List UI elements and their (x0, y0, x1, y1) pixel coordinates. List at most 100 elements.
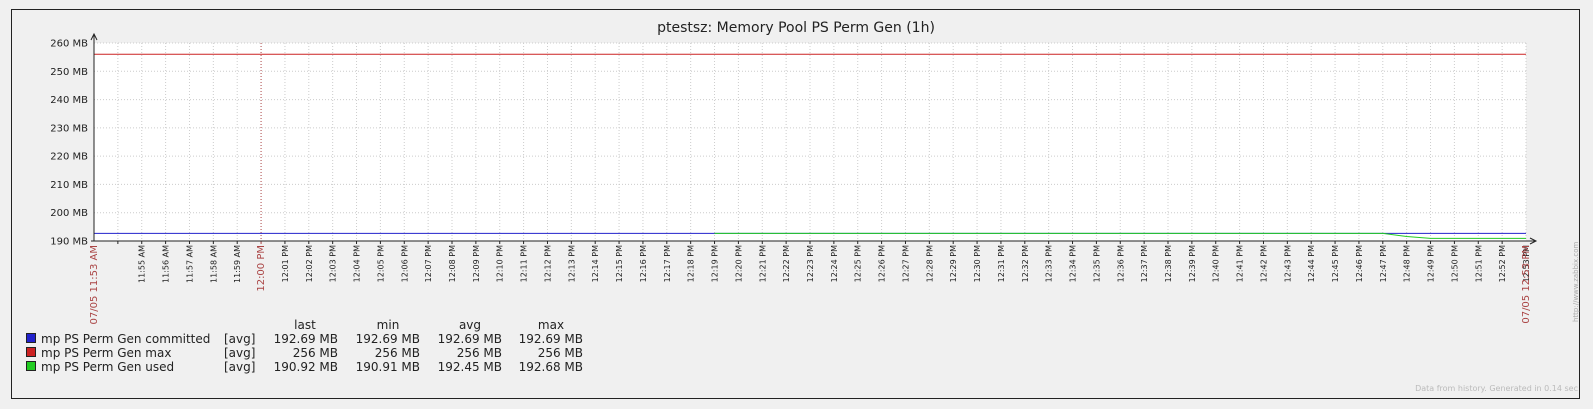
x-tick-label: 12:13 PM (567, 245, 576, 282)
x-tick-label: 12:27 PM (901, 245, 910, 282)
legend-swatch (26, 347, 36, 357)
x-tick-label: 11:57 AM (185, 245, 194, 283)
x-start-label: 07/05 11:53 AM (89, 245, 100, 324)
chart-title: ptestsz: Memory Pool PS Perm Gen (1h) (657, 20, 935, 36)
x-end-label: 07/05 12:53 PM (1521, 245, 1532, 324)
x-tick-label: 12:37 PM (1140, 245, 1149, 282)
x-tick-label: 11:56 AM (162, 245, 171, 283)
x-axis-arrow (1529, 237, 1538, 245)
x-tick-label: 12:07 PM (424, 245, 433, 282)
legend-function: [avg] (224, 346, 255, 360)
x-tick-label: 12:28 PM (925, 245, 934, 282)
x-tick-label: 12:31 PM (997, 245, 1006, 282)
y-tick-label: 250 MB (50, 67, 88, 78)
x-tick-label: 11:59 AM (233, 245, 242, 283)
y-tick-label: 200 MB (50, 208, 88, 219)
x-tick-label: 12:00 PM (256, 245, 267, 292)
legend: last min avg max mp PS Perm Gen committed [av… (26, 318, 583, 374)
x-tick-label: 12:20 PM (734, 245, 743, 282)
x-tick-label: 12:05 PM (376, 245, 385, 282)
x-tick-label: 12:18 PM (687, 245, 696, 282)
legend-last-value: 192.69 MB (274, 332, 338, 346)
x-tick-label: 12:48 PM (1403, 245, 1412, 282)
series-lines (94, 53, 1526, 239)
x-tick-label: 12:15 PM (615, 245, 624, 282)
legend-series-name: mp PS Perm Gen committed (41, 332, 210, 346)
y-axis-labels: 190 MB 200 MB 210 MB 220 MB 230 MB 240 MB 250 … (50, 39, 88, 248)
legend-min-value: 256 MB (375, 346, 420, 360)
axes (90, 32, 1538, 245)
y-tick-label: 220 MB (50, 152, 88, 163)
legend-avg-value: 256 MB (457, 346, 502, 360)
legend-header-max: max (538, 318, 564, 332)
x-tick-label: 12:02 PM (305, 245, 314, 282)
x-tick-label: 12:49 PM (1427, 245, 1436, 282)
x-tick-label: 12:47 PM (1379, 245, 1388, 282)
x-tick-label: 12:22 PM (782, 245, 791, 282)
x-tick-label: 12:11 PM (520, 245, 529, 282)
x-tick-label: 12:51 PM (1474, 245, 1483, 282)
legend-last-value: 190.92 MB (274, 360, 338, 374)
y-tick-label: 240 MB (50, 95, 88, 106)
legend-avg-value: 192.45 MB (438, 360, 502, 374)
x-tick-label: 12:53 PM (1522, 245, 1531, 282)
legend-max-value: 256 MB (538, 346, 583, 360)
y-tick-label: 230 MB (50, 123, 88, 134)
x-tick-label: 12:44 PM (1307, 245, 1316, 282)
x-tick-label: 12:41 PM (1236, 245, 1245, 282)
x-tick-label: 12:42 PM (1259, 245, 1268, 282)
generation-footer: Data from history. Generated in 0.14 sec (1415, 384, 1578, 393)
legend-swatch (26, 361, 36, 371)
legend-function: [avg] (224, 360, 255, 374)
series-line-2 (714, 232, 1526, 239)
x-tick-label: 12:32 PM (1021, 245, 1030, 282)
x-tick-label: 11:55 AM (138, 245, 147, 283)
x-tick-label: 12:33 PM (1045, 245, 1054, 282)
x-tick-label: 12:26 PM (878, 245, 887, 282)
legend-series-name: mp PS Perm Gen max (41, 346, 171, 360)
x-tick-label: 12:08 PM (448, 245, 457, 282)
x-axis-labels: 11:55 AM 11:56 AM 11:57 AM 11:58 AM 11:59 AM… (89, 245, 1532, 325)
x-tick-label: 12:16 PM (639, 245, 648, 282)
x-tick-label: 12:21 PM (758, 245, 767, 282)
legend-swatch (26, 333, 36, 343)
x-tick-label: 12:36 PM (1116, 245, 1125, 282)
x-tick-label: 12:12 PM (543, 245, 552, 282)
x-tick-label: 12:03 PM (329, 245, 338, 282)
y-tick-label: 260 MB (50, 39, 88, 50)
y-axis-arrow (90, 32, 98, 41)
x-tick-label: 12:50 PM (1450, 245, 1459, 282)
legend-max-value: 192.68 MB (519, 360, 583, 374)
legend-header-last: last (294, 318, 316, 332)
x-tick-label: 12:39 PM (1188, 245, 1197, 282)
x-tick-label: 12:34 PM (1069, 245, 1078, 282)
x-tick-label: 12:04 PM (353, 245, 362, 282)
grid-lines (94, 42, 1527, 241)
legend-header-min: min (377, 318, 400, 332)
legend-function: [avg] (224, 332, 255, 346)
y-tick-label: 190 MB (50, 237, 88, 248)
legend-min-value: 192.69 MB (356, 332, 420, 346)
legend-series-name: mp PS Perm Gen used (41, 360, 174, 374)
x-tick-label: 12:24 PM (830, 245, 839, 282)
zabbix-url-text: http://www.zabbix.com (1572, 242, 1580, 322)
x-tick-label: 12:35 PM (1092, 245, 1101, 282)
x-tick-label: 12:29 PM (949, 245, 958, 282)
x-tick-label: 12:40 PM (1212, 245, 1221, 282)
legend-min-value: 190.91 MB (356, 360, 420, 374)
legend-last-value: 256 MB (293, 346, 338, 360)
x-tick-label: 12:30 PM (973, 245, 982, 282)
x-tick-label: 12:09 PM (472, 245, 481, 282)
x-tick-label: 12:01 PM (281, 245, 290, 282)
legend-header-avg: avg (459, 318, 481, 332)
x-tick-label: 12:52 PM (1498, 245, 1507, 282)
x-tick-label: 12:19 PM (711, 245, 720, 282)
x-tick-label: 12:10 PM (496, 245, 505, 282)
x-tick-label: 12:45 PM (1331, 245, 1340, 282)
x-tick-label: 12:06 PM (400, 245, 409, 282)
legend-max-value: 192.69 MB (519, 332, 583, 346)
x-tick-label: 12:43 PM (1283, 245, 1292, 282)
legend-avg-value: 192.69 MB (438, 332, 502, 346)
x-tick-label: 12:17 PM (663, 245, 672, 282)
